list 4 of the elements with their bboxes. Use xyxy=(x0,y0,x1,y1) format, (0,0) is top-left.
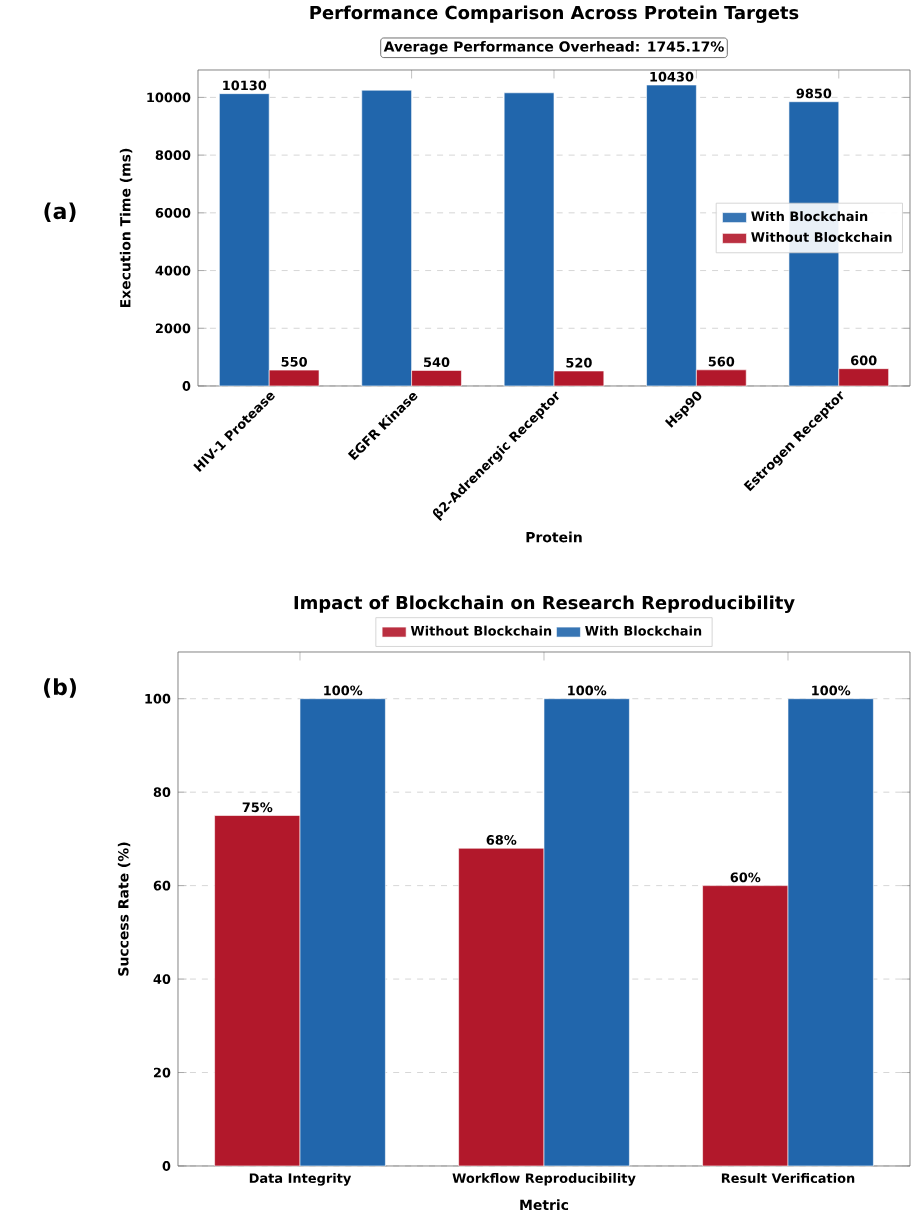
text: (a) xyxy=(44,202,76,222)
text: (b) xyxy=(44,678,76,698)
chart-title: Performance Comparison Across Protein Targets xyxy=(310,5,799,23)
chart-title: Impact of Blockchain on Research Reproducibility xyxy=(294,595,795,613)
